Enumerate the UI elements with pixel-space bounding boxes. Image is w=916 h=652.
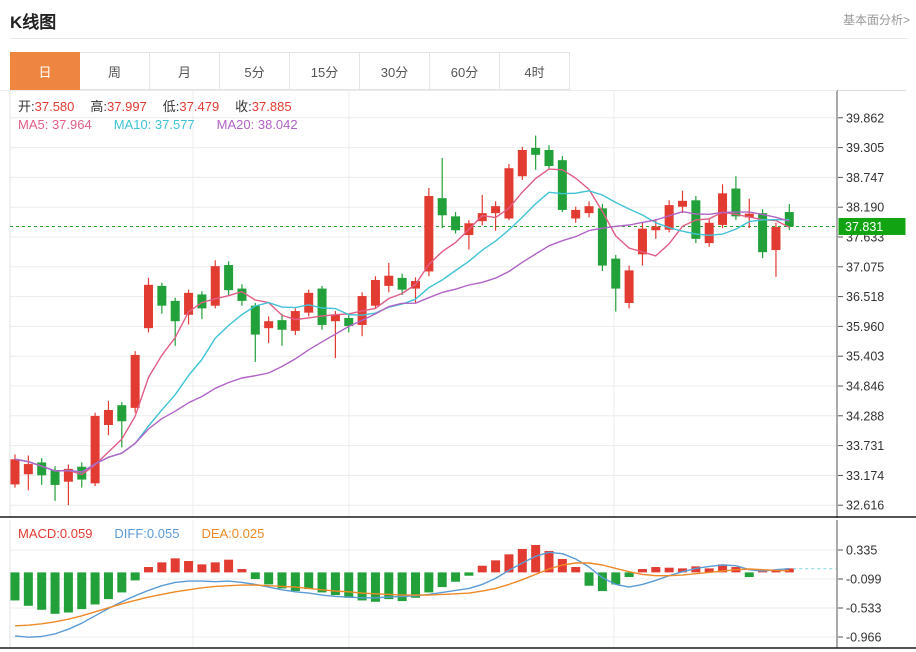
tab-2[interactable]: 月 — [150, 52, 220, 90]
low-label: 低: — [162, 99, 180, 114]
dea-value: DEA:0.025 — [201, 526, 265, 541]
svg-text:34.288: 34.288 — [846, 409, 884, 423]
ma5-value: MA5: 37.964 — [18, 117, 92, 132]
high-value: 37.997 — [107, 99, 147, 114]
high-label: 高: — [90, 99, 108, 114]
main-chart-svg[interactable]: 39.86239.30538.74738.19037.63337.07536.5… — [0, 90, 916, 518]
low-value: 37.479 — [179, 99, 220, 114]
macd-chart-svg[interactable]: 0.335 -0.099 -0.533 -0.966 — [0, 520, 916, 652]
close-value: 37.885 — [251, 99, 292, 114]
close-label: 收: — [235, 99, 252, 114]
svg-text:-0.533: -0.533 — [846, 602, 881, 616]
current-price-badge: 37.831 — [838, 217, 906, 235]
svg-text:39.305: 39.305 — [846, 141, 884, 155]
macd-value: MACD:0.059 — [18, 526, 93, 541]
open-label: 开: — [18, 99, 35, 114]
svg-text:37.075: 37.075 — [846, 260, 884, 274]
tab-6[interactable]: 60分 — [430, 52, 500, 90]
diff-value: DIFF:0.055 — [114, 526, 180, 541]
svg-text:-0.099: -0.099 — [846, 573, 881, 587]
timeframe-tabs: 日周月 5分 15分 30分 60分 4时 — [10, 52, 906, 91]
svg-text:32.616: 32.616 — [846, 499, 884, 513]
svg-text:36.518: 36.518 — [846, 290, 884, 304]
svg-text:35.403: 35.403 — [846, 350, 884, 364]
ma-readout: MA5: 37.964 MA10: 37.577 MA20: 38.042 — [18, 117, 320, 132]
svg-text:33.731: 33.731 — [846, 439, 884, 453]
tab-7[interactable]: 4时 — [500, 52, 570, 90]
svg-text:35.960: 35.960 — [846, 320, 884, 334]
header-divider — [10, 38, 908, 39]
svg-text:38.747: 38.747 — [846, 171, 884, 185]
ohlc-readout: 开:37.580 高:37.997 低:37.479 收:37.885 — [18, 96, 308, 115]
svg-text:34.846: 34.846 — [846, 380, 884, 394]
ma10-value: MA10: 37.577 — [113, 117, 195, 132]
svg-text:39.862: 39.862 — [846, 111, 884, 125]
svg-text:38.190: 38.190 — [846, 201, 884, 215]
svg-text:33.174: 33.174 — [846, 469, 884, 483]
tab-4[interactable]: 15分 — [290, 52, 360, 90]
ma20-value: MA20: 38.042 — [216, 117, 298, 132]
tab-5[interactable]: 30分 — [360, 52, 430, 90]
tab-0[interactable]: 日 — [10, 52, 80, 90]
fundamental-analysis-link[interactable]: 基本面分析> — [842, 13, 910, 27]
svg-text:37.831: 37.831 — [845, 220, 883, 234]
macd-readout: MACD:0.059 DIFF:0.055 DEA:0.025 — [18, 526, 286, 541]
page-title: K线图 — [10, 13, 57, 32]
tab-1[interactable]: 周 — [80, 52, 150, 90]
svg-text:0.335: 0.335 — [846, 544, 877, 558]
tab-3[interactable]: 5分 — [220, 52, 290, 90]
open-value: 37.580 — [34, 99, 75, 114]
svg-text:-0.966: -0.966 — [846, 631, 881, 645]
